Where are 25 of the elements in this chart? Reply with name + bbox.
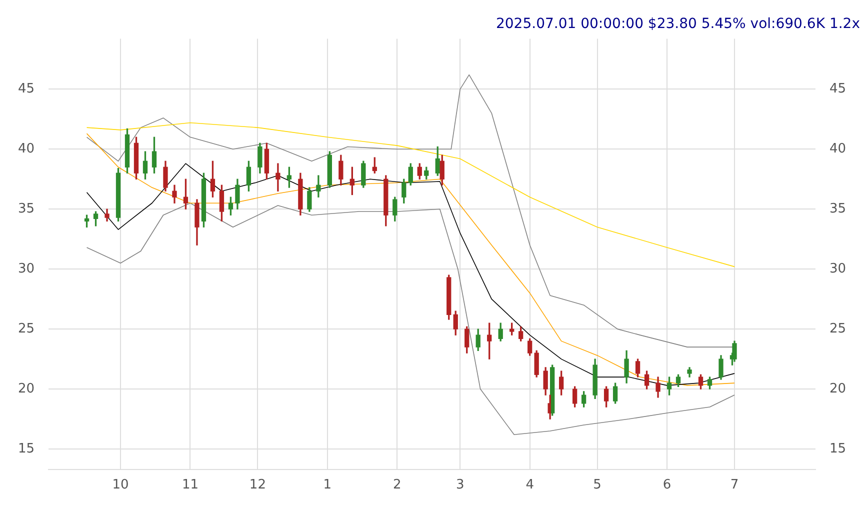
x-tick-label: 6 (662, 478, 672, 493)
y2-tick-label: 40 (829, 142, 846, 157)
chart-title: 2025.07.01 00:00:00 $23.80 5.45% vol:690.6K 1.2x (496, 16, 860, 32)
y2-tick-label: 25 (829, 321, 846, 336)
x-tick-label: 3 (456, 478, 464, 493)
x-tick-label: 11 (182, 478, 199, 493)
y-tick-label: 25 (18, 321, 35, 336)
y2-tick-label: 20 (829, 381, 846, 396)
y2-tick-label: 35 (829, 201, 846, 216)
x-tick-label: 1 (323, 478, 332, 493)
y2-tick-label: 15 (829, 441, 846, 456)
y-tick-label: 20 (18, 381, 35, 396)
x-tick-label: 10 (112, 478, 129, 493)
x-tick-label: 2 (393, 478, 402, 493)
x-tick-label: 7 (730, 478, 739, 493)
y-tick-label: 40 (18, 142, 35, 157)
x-tick-label: 12 (249, 478, 266, 493)
y2-tick-label: 45 (829, 82, 846, 97)
y-tick-label: 30 (18, 261, 35, 276)
y2-tick-label: 30 (829, 261, 846, 276)
y-tick-label: 45 (18, 82, 35, 97)
x-tick-label: 5 (593, 478, 602, 493)
y-tick-label: 35 (18, 201, 35, 216)
x-tick-label: 4 (526, 478, 534, 493)
y-tick-label: 15 (18, 441, 35, 456)
